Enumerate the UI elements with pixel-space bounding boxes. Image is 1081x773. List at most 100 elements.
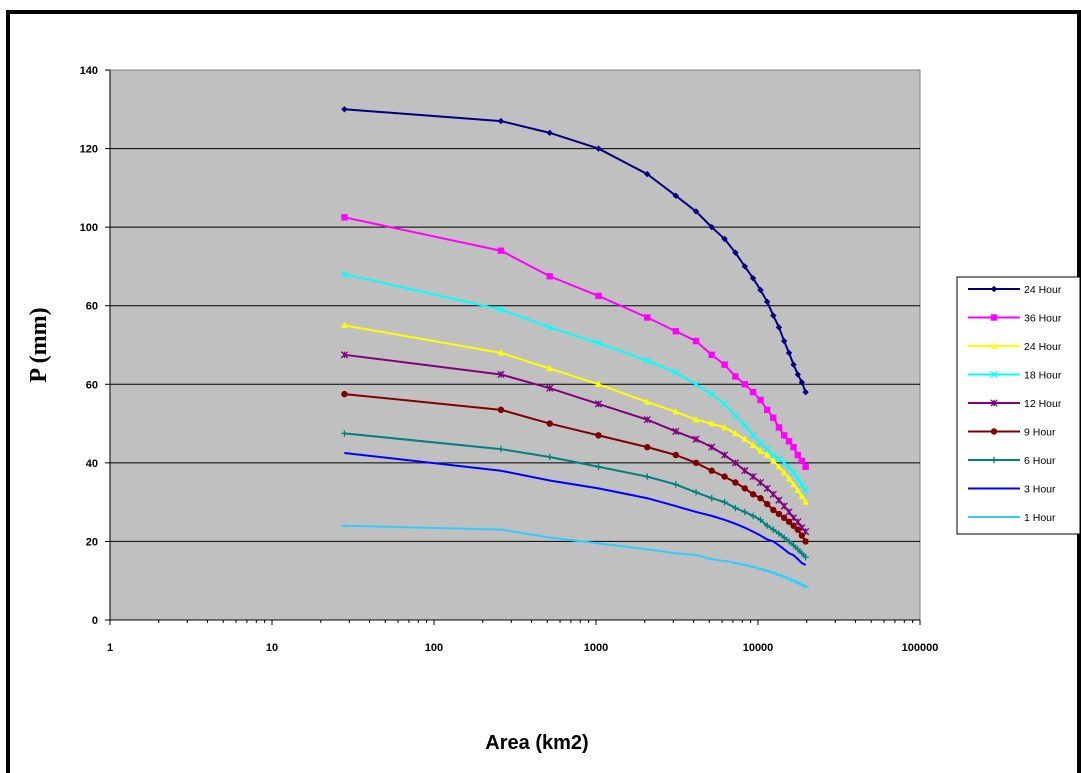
data-point [741, 508, 748, 516]
data-point [692, 415, 700, 423]
data-point [692, 459, 700, 467]
data-point [763, 445, 771, 453]
data-point [708, 390, 716, 398]
data-point [798, 457, 806, 465]
data-point [794, 474, 802, 483]
data-point [644, 398, 651, 405]
legend-label: 12 Hour [1024, 398, 1062, 410]
y-tick-label: 20 [86, 536, 98, 548]
data-point [340, 270, 349, 278]
data-point [497, 406, 505, 414]
data-point [775, 324, 783, 331]
data-point [802, 463, 809, 470]
legend-item-4: 18 Hour [968, 370, 1062, 382]
data-point [794, 451, 802, 459]
data-point [756, 478, 765, 487]
data-point [757, 516, 764, 524]
data-point [780, 514, 788, 522]
data-point [785, 538, 793, 545]
data-point [798, 379, 806, 386]
series-6 [341, 390, 809, 545]
y-tick-label: 40 [86, 458, 98, 470]
data-point [775, 496, 783, 504]
legend-item-7: 6 Hour [968, 455, 1056, 467]
data-point [497, 445, 505, 453]
data-point [798, 480, 806, 489]
data-point [757, 495, 764, 502]
data-point [341, 390, 348, 398]
data-point [546, 323, 554, 331]
data-point [595, 432, 602, 439]
data-point [708, 443, 716, 451]
data-point [643, 415, 651, 424]
series-line [344, 108, 807, 393]
y-tick-label: 0 [92, 615, 98, 627]
series-line [344, 452, 807, 566]
x-axis-label: Area (km2) [485, 732, 588, 754]
x-tick-label: 10 [266, 642, 278, 654]
data-point [672, 481, 679, 488]
series-line [344, 324, 807, 503]
data-point [763, 451, 771, 458]
data-point [802, 553, 809, 561]
data-point [595, 292, 602, 300]
legend-marker [990, 428, 998, 435]
data-point [798, 532, 806, 539]
data-point [741, 435, 748, 442]
data-point [780, 459, 788, 467]
data-point [546, 453, 553, 461]
data-point [770, 506, 777, 514]
data-point [546, 384, 554, 392]
data-point [672, 368, 680, 377]
series-4 [340, 270, 810, 495]
data-point [749, 491, 757, 498]
data-point [721, 498, 728, 506]
data-point [790, 542, 797, 549]
legend-marker [990, 285, 998, 293]
legend-marker [990, 456, 998, 464]
data-point [769, 451, 777, 459]
data-point [341, 430, 348, 437]
data-point [798, 550, 806, 557]
legend-box [956, 276, 1081, 535]
data-point [763, 484, 771, 493]
data-point [757, 286, 764, 294]
legend-item-3: 24 Hour [968, 341, 1062, 353]
legend: 24 Hour 36 Hour 24 Hour 18 Hour 12 Hour 9 Hou… [956, 276, 1081, 535]
data-point [785, 474, 793, 482]
data-point [741, 263, 748, 270]
data-point [692, 489, 700, 496]
y-tick-label: 100 [80, 222, 98, 234]
data-point [749, 441, 757, 448]
data-point [721, 423, 728, 431]
data-point [708, 495, 715, 502]
legend-label: 3 Hour [1024, 484, 1056, 496]
x-tick-label: 10000 [743, 642, 774, 654]
data-point [731, 459, 740, 467]
data-point [785, 438, 793, 445]
legend-label: 9 Hour [1024, 427, 1056, 439]
data-point [720, 451, 729, 459]
data-point [340, 351, 349, 359]
data-point [770, 414, 777, 421]
axes [105, 69, 921, 625]
data-point [780, 534, 788, 541]
data-point [757, 396, 764, 404]
data-point [546, 420, 553, 427]
data-point [794, 546, 802, 553]
series-5 [340, 351, 810, 536]
data-point [692, 380, 700, 388]
data-point [770, 312, 777, 319]
series-3 [341, 321, 809, 505]
data-point [497, 349, 505, 356]
data-point [780, 468, 788, 476]
data-point [644, 314, 651, 321]
data-point [749, 512, 757, 520]
data-point [757, 447, 764, 454]
data-point [785, 349, 793, 357]
data-point [341, 106, 348, 113]
data-point [790, 443, 797, 451]
y-tick-label: 60 [86, 379, 98, 391]
legend-item-2: 36 Hour [968, 313, 1062, 325]
